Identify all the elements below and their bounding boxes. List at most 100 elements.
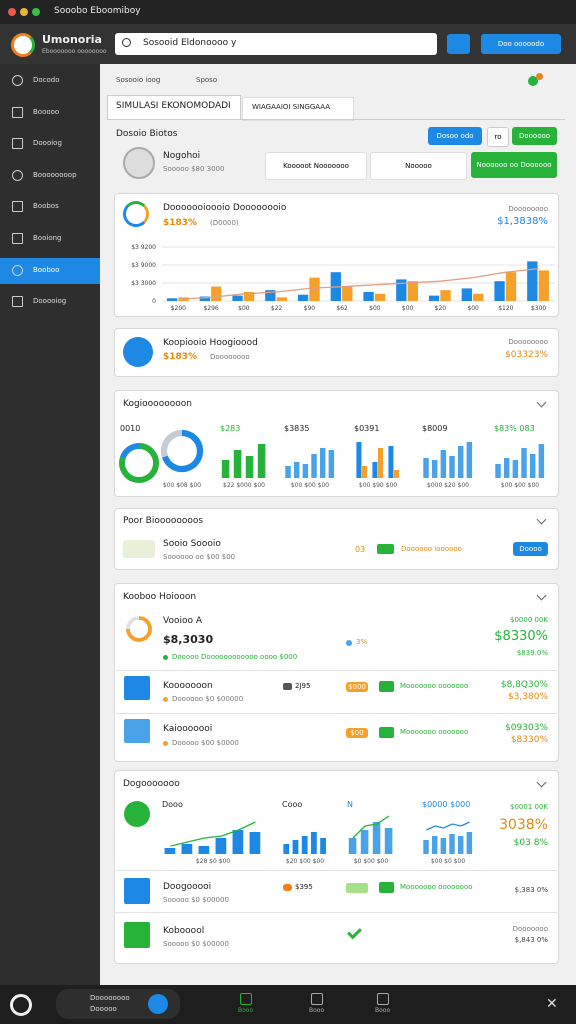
search-box[interactable]	[115, 33, 437, 55]
bar	[302, 464, 309, 478]
nav-icon[interactable]	[240, 993, 252, 1005]
pill[interactable]: Nooooo	[370, 152, 467, 180]
button[interactable]: Doooooo	[512, 127, 557, 145]
max-dot[interactable]	[32, 8, 40, 16]
card-note: Doooooooo	[210, 353, 250, 361]
sidebar-item[interactable]: Booooo	[33, 107, 60, 116]
row-right-value: $8330%	[494, 629, 548, 644]
nav-icon[interactable]	[377, 993, 389, 1005]
pill[interactable]: Kooooot Nooooooo	[265, 152, 367, 180]
sidebar-item[interactable]: Dooooiog	[33, 297, 67, 306]
main-chart: 0 $3 3000 $3 9000 $3 9200 $200 $296 $00 $22 $90 $…	[131, 244, 555, 312]
bar	[257, 444, 266, 478]
chart-label: $0391	[354, 424, 379, 433]
card-note: (D0000)	[210, 219, 239, 227]
mini-chart: $3835 $00 $00 $00	[284, 424, 335, 489]
pill[interactable]: Noooooo oo Doooooo	[471, 152, 557, 178]
bar	[166, 298, 178, 301]
action-button[interactable]: Doo ooooodo	[481, 34, 561, 54]
min-dot[interactable]	[20, 8, 28, 16]
bar	[431, 460, 438, 478]
sidebar-icon	[12, 296, 23, 308]
card-title: Poor Bioooooooos	[123, 516, 204, 526]
donut-segment	[160, 429, 183, 458]
bar	[505, 272, 517, 301]
tab-label: WIAGAAIOI SINGGAAA	[252, 103, 331, 111]
bar	[423, 840, 429, 854]
sidebar-item[interactable]: Booboo	[33, 265, 60, 274]
bar	[374, 293, 386, 301]
row-badge: Mooooooo ooooooo	[400, 682, 469, 690]
footer-logo[interactable]	[10, 994, 32, 1016]
x-tick-label: $20	[435, 305, 447, 312]
button[interactable]: ro	[487, 127, 509, 147]
sidebar-item[interactable]: Booiong	[33, 234, 62, 242]
growth-card	[114, 770, 559, 964]
bar	[181, 844, 193, 854]
close-dot[interactable]	[8, 8, 16, 16]
tab[interactable]	[242, 97, 354, 121]
bar	[243, 292, 255, 301]
mini-chart: N $0 $00 $00	[347, 800, 393, 865]
line	[178, 267, 539, 300]
mini-chart: $0000 $000 $00 $0 $00	[422, 800, 473, 865]
bar	[309, 277, 320, 301]
bar	[538, 270, 549, 301]
x-tick-label: $22	[271, 305, 283, 312]
bar	[199, 296, 210, 301]
bar	[310, 832, 317, 854]
donut-segment	[120, 443, 140, 459]
card-title: Dooooooioooio Doooooooio	[163, 203, 287, 213]
chart-caption: $28 $0 $00	[196, 858, 231, 865]
row-detail: Dooooo Doooooooooooo oooo $000	[172, 653, 298, 661]
bar	[423, 458, 429, 478]
tab-active[interactable]	[107, 95, 241, 120]
sidebar	[0, 64, 100, 985]
logo	[11, 33, 35, 57]
row-name: Doogooooi	[163, 882, 212, 892]
row-detail: Doooooo $0 $00000	[172, 695, 244, 703]
bar	[362, 466, 368, 478]
close-icon[interactable]: ✕	[546, 996, 558, 1012]
bar	[384, 828, 393, 854]
chart-label: Cooo	[282, 800, 302, 809]
row-right-top: Dooooooo	[512, 925, 548, 933]
sidebar-item[interactable]: Docodo	[33, 76, 60, 84]
pool-name: Sooio Soooio	[163, 539, 221, 549]
x-tick-label: $00	[238, 305, 250, 312]
chart-label: N	[347, 800, 353, 809]
sidebar-item[interactable]: Boooooooop	[33, 170, 77, 179]
growth-icon	[124, 801, 150, 827]
sidebar-icon	[12, 264, 23, 276]
bar	[372, 822, 381, 854]
bar	[356, 442, 362, 478]
nav-icon[interactable]	[311, 993, 323, 1005]
bar	[440, 450, 447, 478]
sidebar-item[interactable]: Doooiog	[33, 139, 62, 148]
button[interactable]: Dosoo odo	[428, 127, 482, 145]
mini-chart: $00 $08 $00	[160, 429, 204, 489]
chart-caption: $000 $20 $00	[427, 482, 469, 489]
status-icon[interactable]	[528, 76, 538, 86]
notify-icon[interactable]	[536, 73, 543, 80]
sidebar-item[interactable]: Boobos	[33, 202, 59, 211]
bar	[215, 838, 227, 854]
overview-card	[114, 390, 559, 497]
bar	[521, 448, 527, 478]
card-value: $183%	[163, 218, 198, 228]
line	[426, 821, 470, 831]
pool-detail: Soooooo oo $00 $00	[163, 553, 236, 561]
card-title: Koopiooio Hoogioood	[163, 338, 258, 348]
row-tag: $000	[346, 682, 368, 692]
card-right-label: Doooooooo	[508, 205, 548, 213]
mini-chart: $283 $22 $000 $00	[220, 424, 266, 489]
pool-icon	[123, 540, 155, 558]
x-tick-label: $00	[369, 305, 381, 312]
calendar-button[interactable]	[447, 34, 470, 54]
row-tag: $395	[295, 883, 313, 891]
donut-segment	[126, 616, 152, 642]
bar	[363, 292, 374, 301]
row-name: Kobooool	[163, 926, 205, 936]
pool-button[interactable]: Doooo	[513, 542, 548, 556]
window-title: Sooobo Eboomiboy	[54, 6, 141, 16]
